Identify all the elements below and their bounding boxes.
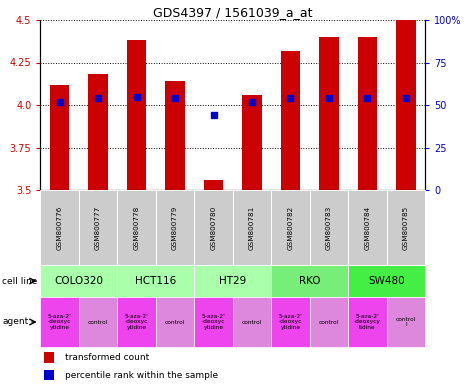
Point xyxy=(364,95,371,101)
Point xyxy=(133,93,140,99)
Bar xyxy=(233,297,271,347)
Text: 5-aza-2'
-deoxyc
ytidine: 5-aza-2' -deoxyc ytidine xyxy=(278,314,303,330)
Title: GDS4397 / 1561039_a_at: GDS4397 / 1561039_a_at xyxy=(153,6,313,19)
Bar xyxy=(117,297,156,347)
Bar xyxy=(319,37,339,190)
Bar xyxy=(79,190,117,265)
Bar xyxy=(50,84,69,190)
Text: control: control xyxy=(319,319,339,324)
Text: GSM800779: GSM800779 xyxy=(172,205,178,250)
Bar xyxy=(348,265,425,297)
Bar xyxy=(40,265,117,297)
Text: GSM800780: GSM800780 xyxy=(210,205,217,250)
Bar xyxy=(117,190,156,265)
Text: GSM800778: GSM800778 xyxy=(133,205,140,250)
Text: control: control xyxy=(242,319,262,324)
Bar xyxy=(127,40,146,190)
Text: control: control xyxy=(165,319,185,324)
Bar xyxy=(156,190,194,265)
Text: GSM800777: GSM800777 xyxy=(95,205,101,250)
Point xyxy=(248,99,256,105)
Text: GSM800781: GSM800781 xyxy=(249,205,255,250)
Bar xyxy=(242,95,262,190)
Text: HCT116: HCT116 xyxy=(135,276,176,286)
Bar xyxy=(44,352,54,362)
Bar xyxy=(281,51,300,190)
Text: GSM800784: GSM800784 xyxy=(364,205,370,250)
Text: HT29: HT29 xyxy=(219,276,247,286)
Text: GSM800783: GSM800783 xyxy=(326,205,332,250)
Bar xyxy=(204,180,223,190)
Text: control
l: control l xyxy=(396,316,416,328)
Text: GSM800782: GSM800782 xyxy=(287,205,294,250)
Text: COLO320: COLO320 xyxy=(54,276,104,286)
Bar xyxy=(348,190,387,265)
Bar xyxy=(156,297,194,347)
Text: cell line: cell line xyxy=(2,276,38,285)
Text: agent: agent xyxy=(2,318,28,326)
Point xyxy=(402,95,409,101)
Text: 5-aza-2'
-deoxyc
ytidine: 5-aza-2' -deoxyc ytidine xyxy=(201,314,226,330)
Bar xyxy=(194,297,233,347)
Bar xyxy=(271,265,348,297)
Text: 5-aza-2'
-deoxyc
ytidine: 5-aza-2' -deoxyc ytidine xyxy=(124,314,149,330)
Bar xyxy=(396,20,416,190)
Text: GSM800776: GSM800776 xyxy=(57,205,63,250)
Bar xyxy=(358,37,377,190)
Point xyxy=(94,95,102,101)
Bar xyxy=(194,265,271,297)
Text: percentile rank within the sample: percentile rank within the sample xyxy=(66,371,219,380)
Bar xyxy=(117,265,194,297)
Text: control: control xyxy=(88,319,108,324)
Bar xyxy=(194,190,233,265)
Bar xyxy=(88,74,108,190)
Bar xyxy=(271,297,310,347)
Point xyxy=(286,95,294,101)
Text: RKO: RKO xyxy=(299,276,321,286)
Point xyxy=(56,99,63,105)
Text: GSM800785: GSM800785 xyxy=(403,205,409,250)
Bar xyxy=(44,370,54,380)
Text: 5-aza-2'
-deoxyc
ytidine: 5-aza-2' -deoxyc ytidine xyxy=(48,314,72,330)
Bar xyxy=(310,190,348,265)
Point xyxy=(325,95,332,101)
Bar xyxy=(40,297,79,347)
Text: 5-aza-2'
-deoxycy
tidine: 5-aza-2' -deoxycy tidine xyxy=(354,314,381,330)
Bar xyxy=(79,297,117,347)
Text: transformed count: transformed count xyxy=(66,353,150,362)
Bar xyxy=(348,297,387,347)
Bar xyxy=(387,297,425,347)
Point xyxy=(209,112,217,118)
Bar xyxy=(271,190,310,265)
Bar xyxy=(165,81,185,190)
Bar xyxy=(40,190,79,265)
Point xyxy=(171,95,179,101)
Bar xyxy=(310,297,348,347)
Text: SW480: SW480 xyxy=(368,276,405,286)
Bar xyxy=(233,190,271,265)
Bar xyxy=(387,190,425,265)
